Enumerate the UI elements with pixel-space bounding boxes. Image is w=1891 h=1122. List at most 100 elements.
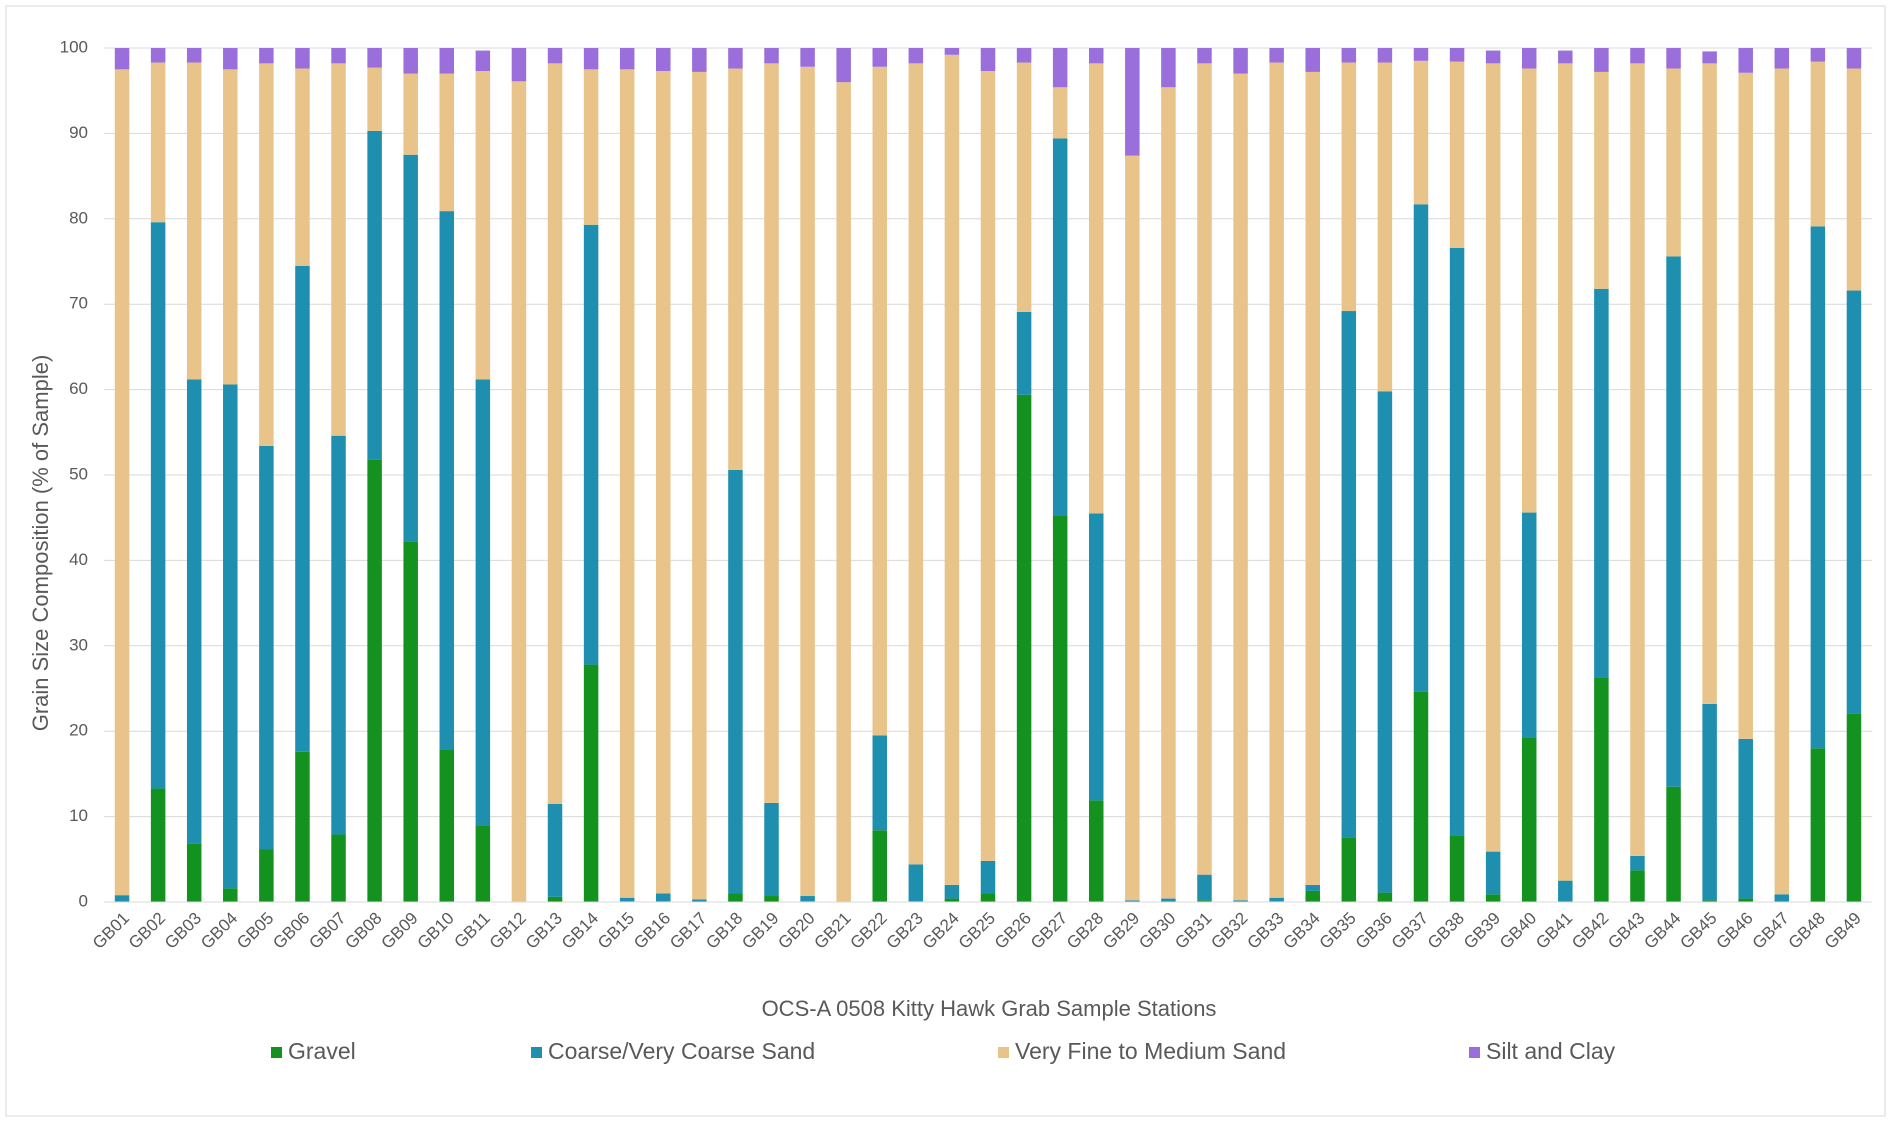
bar-segment	[403, 154, 418, 542]
bar-segment	[908, 48, 924, 64]
y-tick-label: 90	[69, 123, 88, 142]
bar-segment	[259, 849, 274, 902]
bar-segment	[439, 749, 455, 902]
bar-segment	[1413, 48, 1429, 61]
bar-segment	[1774, 48, 1790, 69]
bar-segment	[259, 48, 274, 64]
x-axis-title: OCS-A 0508 Kitty Hawk Grab Sample Statio…	[762, 996, 1217, 1021]
bar-segment	[1774, 68, 1790, 895]
bar-segment	[1233, 900, 1248, 902]
bar-segment	[475, 825, 491, 902]
bar-segment	[439, 48, 455, 74]
bar-segment	[1702, 63, 1717, 704]
bar-segment	[728, 48, 743, 69]
bar-segment	[800, 48, 815, 67]
bar-segment	[1666, 786, 1681, 902]
bar-segment	[295, 68, 310, 266]
bar-segment	[872, 66, 888, 736]
bar-segment	[1558, 63, 1573, 881]
bar-segment	[619, 48, 635, 70]
bar-segment	[1377, 391, 1393, 893]
legend-label: Gravel	[288, 1038, 356, 1064]
legend-swatch	[998, 1047, 1009, 1058]
bar-segment	[1594, 48, 1609, 72]
bar-segment	[1702, 900, 1717, 902]
bar-segment	[331, 63, 346, 436]
legend-label: Coarse/Very Coarse Sand	[548, 1038, 815, 1064]
bar-segment	[656, 71, 671, 894]
bar-segment	[1341, 62, 1357, 312]
bar-segment	[223, 384, 238, 889]
bar-segment	[836, 82, 851, 902]
bar-segment	[1738, 898, 1753, 902]
bar-segment	[944, 884, 960, 899]
bar-segment	[583, 69, 599, 225]
bar-segment	[1305, 48, 1320, 72]
bar-segment	[1449, 835, 1465, 902]
y-tick-label: 50	[69, 464, 88, 483]
bar-segment	[186, 62, 202, 380]
bar-segment	[1594, 288, 1609, 678]
bar-segment	[656, 893, 671, 902]
bar-segment	[1485, 63, 1501, 852]
bar-segment	[1377, 892, 1393, 902]
bar-segment	[908, 864, 924, 902]
bar-segment	[114, 48, 130, 70]
bar-segment	[295, 48, 310, 69]
legend-swatch	[1469, 1047, 1480, 1058]
bar-segment	[1161, 87, 1176, 899]
bar-segment	[1197, 900, 1212, 902]
bar-segment	[908, 63, 924, 865]
bar-segment	[1016, 48, 1032, 63]
bar-segment	[331, 435, 346, 835]
bar-segment	[1016, 62, 1032, 312]
bar-segment	[547, 896, 563, 902]
bar-segment	[800, 66, 815, 897]
bar-segment	[1521, 48, 1537, 69]
bar-segment	[186, 48, 202, 63]
legend-label: Silt and Clay	[1486, 1038, 1616, 1064]
bar-segment	[1630, 63, 1645, 856]
bar-segment	[1413, 204, 1429, 692]
bar-segment	[1630, 48, 1645, 64]
bar-segment	[1666, 256, 1681, 787]
bar-segment	[944, 48, 960, 55]
bar-segment	[1738, 738, 1753, 899]
bar-segment	[1088, 63, 1104, 514]
bar-segment	[1377, 62, 1393, 392]
y-tick-label: 80	[69, 208, 88, 227]
bar-segment	[1666, 68, 1681, 257]
bar-segment	[439, 73, 455, 212]
bar-segment	[764, 48, 779, 64]
bar-segment	[295, 751, 310, 902]
bar-segment	[547, 63, 563, 804]
bar-segment	[1197, 874, 1212, 901]
bar-segment	[150, 62, 166, 223]
bar-segment	[1846, 290, 1862, 714]
bar-segment	[1125, 48, 1140, 156]
bar-segment	[1594, 677, 1609, 902]
bar-segment	[1413, 691, 1429, 902]
bar-segment	[223, 888, 238, 902]
bar-segment	[439, 211, 455, 750]
y-tick-label: 70	[69, 294, 88, 313]
bar-segment	[1269, 62, 1284, 898]
bar-segment	[583, 664, 599, 902]
bar-segment	[1088, 513, 1104, 801]
bar-segment	[259, 445, 274, 850]
bar-segment	[1125, 155, 1140, 901]
bar-segment	[1738, 48, 1753, 73]
bar-segment	[872, 830, 888, 902]
bar-segment	[1161, 898, 1176, 902]
bar-segment	[223, 69, 238, 385]
bar-segment	[1197, 48, 1212, 64]
bar-segment	[619, 69, 635, 898]
y-tick-label: 40	[69, 550, 88, 569]
bar-segment	[1377, 48, 1393, 63]
bar-segment	[150, 222, 166, 789]
bar-segment	[583, 224, 599, 665]
bar-segment	[223, 48, 238, 70]
bar-segment	[150, 48, 166, 63]
legend-label: Very Fine to Medium Sand	[1015, 1038, 1286, 1064]
